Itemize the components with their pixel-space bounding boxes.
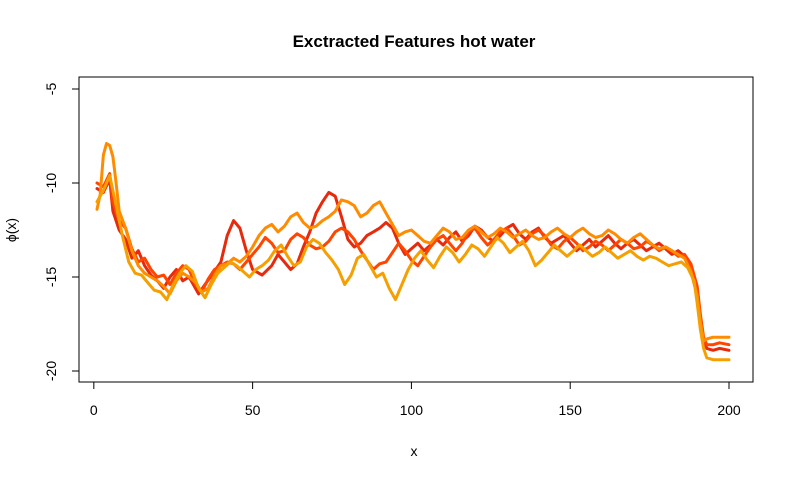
y-axis: -20 -15 -10 -5 [43,83,80,381]
x-tick-label: 0 [90,402,98,418]
x-tick-label: 100 [400,402,424,418]
series-line-4 [95,174,731,362]
series-layer [95,142,731,362]
y-tick-label: -20 [43,361,59,381]
y-tick-label: -15 [43,267,59,287]
x-tick-label: 150 [559,402,583,418]
chart-title: Exctracted Features hot water [293,32,536,51]
plot-frame [78,76,754,383]
series-line-3 [95,142,731,343]
y-axis-label: ϕ(x) [3,218,19,242]
x-tick-label: 50 [245,402,261,418]
series-line-1 [95,177,731,352]
x-axis-label: x [411,443,418,459]
y-tick-label: -5 [43,83,59,96]
y-tick-label: -10 [43,173,59,193]
x-tick-label: 200 [717,402,741,418]
x-axis: 0 50 100 150 200 [90,381,741,418]
